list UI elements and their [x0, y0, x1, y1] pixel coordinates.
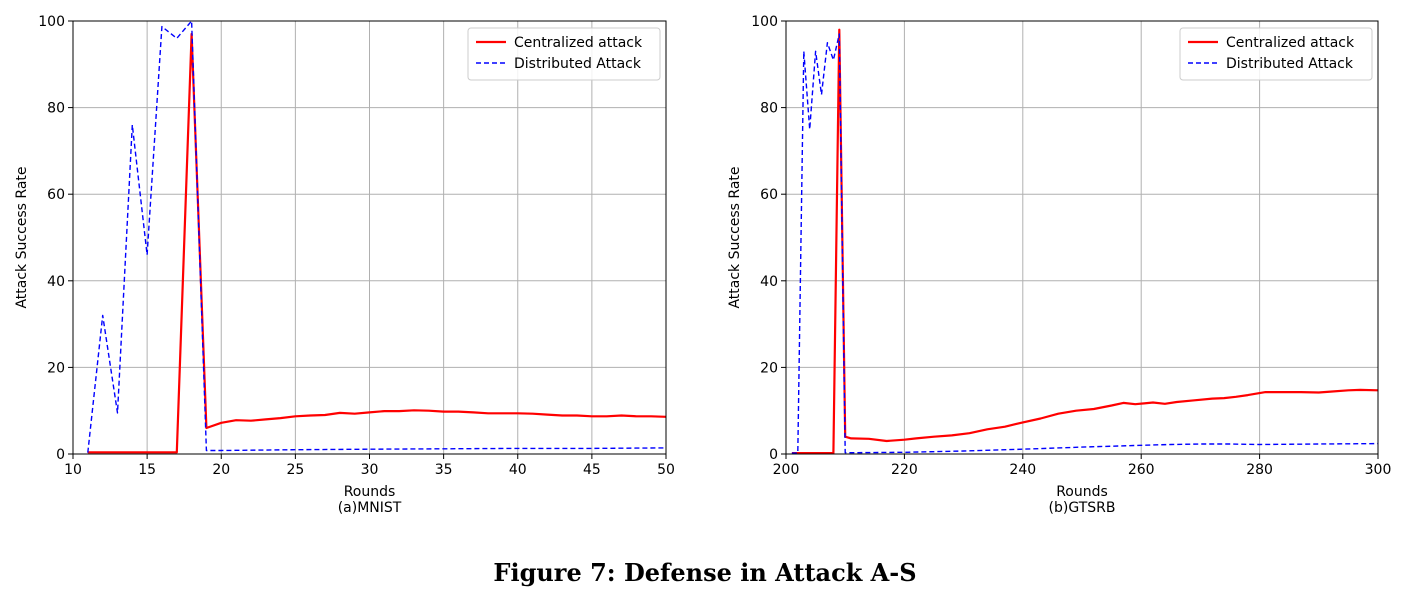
- y-tick-label: 0: [769, 447, 778, 463]
- y-tick-label: 40: [760, 274, 778, 290]
- panel-label: (a)MNIST: [338, 500, 402, 516]
- y-tick-label: 40: [47, 274, 65, 290]
- x-tick-label: 240: [1009, 462, 1036, 478]
- series-line-distributed: [87, 20, 667, 453]
- x-tick-label: 200: [773, 462, 800, 478]
- chart-mnist: 10 15 20 25 30 35 40 45 50 0 20 40 60 80 100 Rounds(a)M…: [14, 14, 675, 516]
- y-axis-label: Attack Success Rate: [14, 166, 30, 308]
- legend-label-distributed: Distributed Attack: [514, 56, 642, 72]
- series-line-distributed: [791, 33, 1379, 454]
- panel-label: (b)GTSRB: [1049, 500, 1116, 516]
- x-tick-label: 45: [583, 462, 601, 478]
- x-tick-label: 30: [361, 462, 379, 478]
- x-tick-label: 15: [138, 462, 156, 478]
- x-tick-label: 35: [435, 462, 453, 478]
- y-tick-label: 20: [760, 360, 778, 376]
- y-tick-label: 80: [47, 101, 65, 117]
- legend-label-centralized: Centralized attack: [1226, 35, 1355, 51]
- legend-label-distributed: Distributed Attack: [1226, 56, 1354, 72]
- y-tick-label: 80: [760, 101, 778, 117]
- legend-label-centralized: Centralized attack: [514, 35, 643, 51]
- y-tick-label: 100: [38, 14, 65, 30]
- y-tick-label: 20: [47, 360, 65, 376]
- y-tick-label: 60: [760, 187, 778, 203]
- x-tick-label: 25: [286, 462, 304, 478]
- x-tick-label: 260: [1128, 462, 1155, 478]
- x-tick-label: 10: [64, 462, 82, 478]
- y-tick-label: 60: [47, 187, 65, 203]
- plot-frame: [785, 20, 1379, 455]
- legend-box: [467, 27, 661, 81]
- x-tick-label: 50: [657, 462, 675, 478]
- chart-gtsrb: 200 220 240 260 280 300 0 20 40 60 80 100 Rounds(b)G…: [727, 14, 1391, 516]
- series-line-centralized: [87, 32, 667, 454]
- x-axis-label: Rounds: [344, 484, 396, 500]
- x-tick-label: 300: [1365, 462, 1392, 478]
- figure-caption: Figure 7: Defense in Attack A-S: [493, 558, 917, 587]
- y-tick-label: 100: [751, 14, 778, 30]
- x-tick-label: 280: [1246, 462, 1273, 478]
- x-axis-label: Rounds: [1056, 484, 1108, 500]
- x-tick-label: 40: [509, 462, 527, 478]
- series-line-centralized: [791, 28, 1379, 455]
- legend-box: [1179, 27, 1373, 81]
- x-tick-label: 220: [891, 462, 918, 478]
- x-tick-label: 20: [212, 462, 230, 478]
- y-axis-label: Attack Success Rate: [727, 166, 743, 308]
- y-tick-label: 0: [56, 447, 65, 463]
